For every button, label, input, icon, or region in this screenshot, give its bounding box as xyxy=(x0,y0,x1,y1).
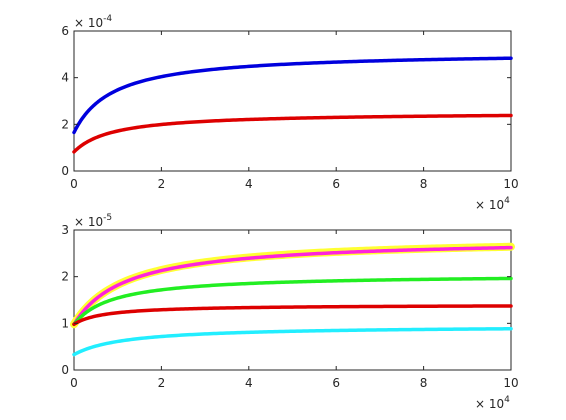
y-tick-label: 4 xyxy=(61,71,69,85)
y-exponent-power: -5 xyxy=(103,213,112,223)
y-tick-label: 0 xyxy=(61,164,69,178)
x-tick-label: 10 xyxy=(503,376,518,390)
series-line-2 xyxy=(72,276,513,327)
series-line-4 xyxy=(72,327,513,357)
x-exponent-label: × 104 xyxy=(475,196,510,212)
x-exponent-label: × 104 xyxy=(475,395,510,411)
series-group xyxy=(72,56,513,154)
x-exponent-power: 4 xyxy=(504,196,510,206)
x-exponent-base: × 10 xyxy=(475,397,504,411)
y-exponent-power: -4 xyxy=(103,14,112,24)
y-tick-label: 6 xyxy=(61,24,69,38)
y-exponent-base: × 10 xyxy=(74,16,103,30)
y-exponent-base: × 10 xyxy=(74,215,103,229)
series-group xyxy=(70,242,515,357)
x-tick-label: 2 xyxy=(158,177,166,191)
series-line-3 xyxy=(72,304,513,327)
y-exponent-label: × 10-5 xyxy=(74,213,112,229)
y-exponent-label: × 10-4 xyxy=(74,14,112,30)
x-tick-label: 4 xyxy=(245,177,253,191)
x-tick-label: 0 xyxy=(70,376,78,390)
x-tick-label: 6 xyxy=(332,177,340,191)
axes-box xyxy=(73,30,512,172)
x-exponent-power: 4 xyxy=(504,395,510,405)
x-tick-label: 4 xyxy=(245,376,253,390)
x-tick-label: 2 xyxy=(158,376,166,390)
axes-box xyxy=(73,229,512,371)
y-tick-label: 2 xyxy=(61,270,69,284)
series-line-1 xyxy=(72,245,513,327)
y-tick-label: 3 xyxy=(61,223,69,237)
x-tick-label: 10 xyxy=(503,177,518,191)
x-tick-label: 6 xyxy=(332,376,340,390)
y-tick-label: 0 xyxy=(61,363,69,377)
y-tick-label: 2 xyxy=(61,117,69,131)
x-exponent-base: × 10 xyxy=(475,198,504,212)
series-line-0 xyxy=(72,56,513,135)
x-tick-label: 0 xyxy=(70,177,78,191)
series-line-1 xyxy=(72,113,513,154)
x-tick-label: 8 xyxy=(420,376,428,390)
y-tick-label: 1 xyxy=(61,316,69,330)
x-tick-label: 8 xyxy=(420,177,428,191)
